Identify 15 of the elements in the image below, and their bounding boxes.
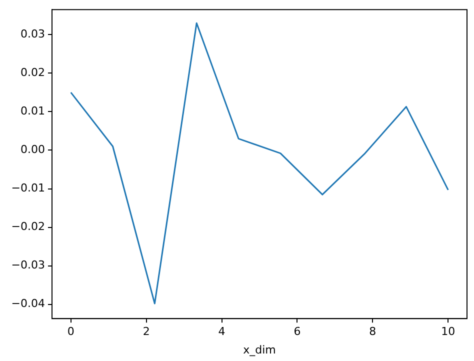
y-tick-label: −0.04 xyxy=(11,297,45,310)
x-tick-label: 0 xyxy=(67,325,74,338)
x-tick-label: 10 xyxy=(441,325,456,338)
x-tick-label: 2 xyxy=(142,325,150,338)
x-axis-title: x_dim xyxy=(243,343,276,356)
y-tick-label: 0.00 xyxy=(20,143,45,156)
x-tick-label: 4 xyxy=(218,325,226,338)
y-tick-label: −0.02 xyxy=(11,220,45,234)
y-tick-label: 0.02 xyxy=(20,66,45,80)
y-tick-label: 0.01 xyxy=(20,104,45,118)
y-tick-label: −0.03 xyxy=(11,258,45,272)
y-tick-label: 0.03 xyxy=(20,28,45,41)
x-tick-label: 8 xyxy=(369,325,376,338)
x-tick-label: 6 xyxy=(294,325,301,338)
y-tick-label: −0.01 xyxy=(11,182,45,195)
